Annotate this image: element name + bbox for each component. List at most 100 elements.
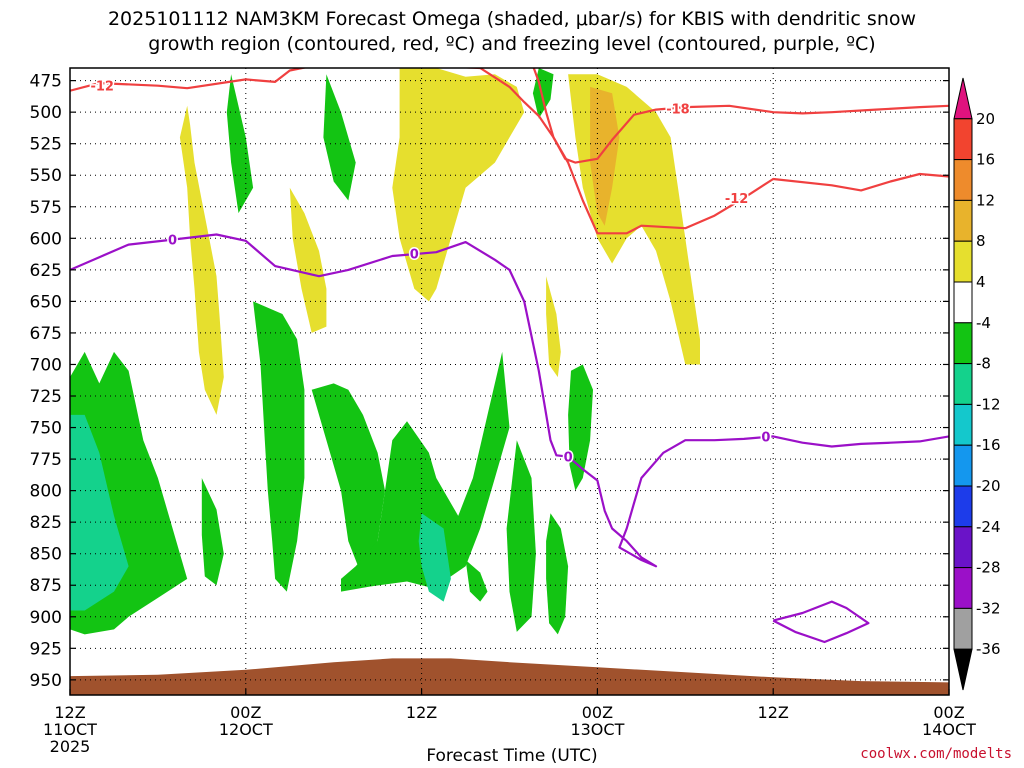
freezing-level-contours: 0 0 0 0	[70, 232, 949, 644]
x-tick-label-5-0: 00Z	[933, 703, 964, 722]
x-tick-label-3-0: 00Z	[582, 703, 613, 722]
x-tick-label-5-1: 14OCT	[922, 720, 976, 739]
y-tick-label-11: 750	[30, 419, 62, 439]
omega-region-11	[201, 478, 224, 586]
omega-region-17	[568, 74, 700, 365]
y-tick-label-2: 525	[30, 135, 62, 155]
y-tick-label-12: 775	[30, 450, 62, 470]
dgz-label-0-0: -12	[90, 80, 114, 95]
y-tick-label-16: 875	[30, 576, 62, 596]
colorbar-box-5	[953, 281, 973, 324]
y-tick-label-15: 850	[30, 545, 62, 565]
colorbar-box-7	[953, 363, 973, 405]
omega-region-9	[323, 74, 356, 201]
omega-region-18	[590, 86, 620, 226]
colorbar-label-1: 16	[976, 151, 995, 169]
chart-title-line2: growth region (contoured, red, ºC) and f…	[148, 33, 876, 55]
colorbar-top-arrow	[953, 77, 973, 120]
terrain-fill	[70, 658, 949, 695]
terrain-layer	[70, 658, 949, 695]
colorbar-box-6	[953, 322, 973, 365]
freezing-line-0	[70, 233, 949, 568]
omega-region-3	[311, 383, 385, 579]
omega-region-5	[418, 513, 451, 602]
colorbar-box-3	[953, 199, 973, 242]
y-tick-label-4: 575	[30, 198, 62, 218]
y-tick-label-19: 950	[30, 671, 62, 691]
omega-region-16	[392, 68, 525, 302]
dgz-line-1	[532, 68, 949, 164]
omega-region-6	[506, 440, 536, 632]
y-tick-label-17: 900	[30, 608, 62, 628]
x-tick-label-2-0: 12Z	[406, 703, 437, 722]
freezing-line-1	[772, 600, 870, 644]
colorbar-label-10: -24	[976, 518, 1001, 536]
freezing-label-0-0: 0	[168, 234, 177, 249]
omega-region-4	[341, 351, 510, 592]
y-tick-label-10: 725	[30, 387, 62, 407]
colorbar-box-13	[953, 607, 973, 650]
y-tick-label-7: 650	[30, 292, 62, 312]
y-tick-label-3: 550	[30, 166, 62, 186]
colorbar-box-8	[953, 403, 973, 446]
y-tick-label-6: 625	[30, 261, 62, 281]
colorbar-label-7: -12	[976, 395, 1001, 413]
y-tick-label-9: 700	[30, 355, 62, 375]
y-tick-label-5: 600	[30, 229, 62, 249]
colorbar-bottom-arrow	[953, 648, 973, 691]
colorbar-label-13: -36	[976, 640, 1001, 658]
colorbar-label-0: 20	[976, 110, 995, 128]
credit-text: coolwx.com/modelts	[860, 746, 1012, 762]
omega-region-14	[179, 105, 224, 415]
colorbar-label-11: -28	[976, 559, 1001, 577]
colorbar-label-6: -8	[976, 355, 991, 373]
dgz-contours: -12 -12 -18	[70, 68, 949, 235]
y-tick-label-18: 925	[30, 639, 62, 659]
y-tick-label-14: 825	[30, 513, 62, 533]
omega-region-12	[465, 560, 488, 602]
dgz-label-1-0: -18	[666, 102, 690, 117]
colorbar-label-5: -4	[976, 314, 991, 332]
x-tick-label-4-0: 12Z	[758, 703, 789, 722]
x-axis-title: Forecast Time (UTC)	[426, 746, 598, 766]
chart-title-line1: 2025101112 NAM3KM Forecast Omega (shaded…	[107, 8, 917, 30]
x-tick-label-1-0: 00Z	[230, 703, 261, 722]
colorbar-label-2: 12	[976, 191, 995, 209]
colorbar-box-12	[953, 567, 973, 609]
omega-region-19	[546, 276, 561, 378]
colorbar-label-9: -20	[976, 477, 1001, 495]
omega-region-15	[289, 187, 327, 333]
x-tick-label-0-0: 12Z	[54, 703, 85, 722]
freezing-label-0-3: 0	[761, 430, 770, 445]
omega-region-1	[70, 414, 129, 611]
omega-region-7	[546, 513, 569, 635]
omega-region-2	[253, 301, 305, 592]
y-tick-label-8: 675	[30, 324, 62, 344]
freezing-label-0-2: 0	[564, 451, 573, 466]
colorbar: 20 16 12 8 4 -4 -8 -12 -16 -20 -24 -28 -32 -36	[953, 77, 1001, 691]
x-tick-label-0-1: 11OCT	[43, 720, 97, 739]
dgz-label-0-1: -12	[725, 192, 749, 207]
colorbar-box-9	[953, 444, 973, 487]
grid-lines	[70, 68, 949, 695]
y-tick-label-13: 800	[30, 482, 62, 502]
colorbar-label-4: 4	[976, 273, 986, 291]
colorbar-label-12: -32	[976, 599, 1001, 617]
x-tick-label-1-1: 12OCT	[219, 720, 273, 739]
x-tick-label-0-2: 2025	[50, 737, 91, 756]
colorbar-label-3: 8	[976, 232, 986, 250]
plot-frame	[69, 67, 950, 696]
colorbar-box-1	[953, 118, 973, 161]
colorbar-box-11	[953, 526, 973, 569]
omega-region-10	[226, 74, 254, 214]
y-tick-label-1: 500	[30, 103, 62, 123]
omega-shading	[70, 68, 700, 635]
colorbar-label-8: -16	[976, 436, 1001, 454]
colorbar-box-2	[953, 159, 973, 201]
colorbar-box-4	[953, 240, 973, 283]
x-tick-label-3-1: 13OCT	[570, 720, 624, 739]
y-axis: 475 500 525 550 575 600 625 650 675 700 725 750 775 8…	[30, 72, 949, 691]
colorbar-box-10	[953, 485, 973, 528]
